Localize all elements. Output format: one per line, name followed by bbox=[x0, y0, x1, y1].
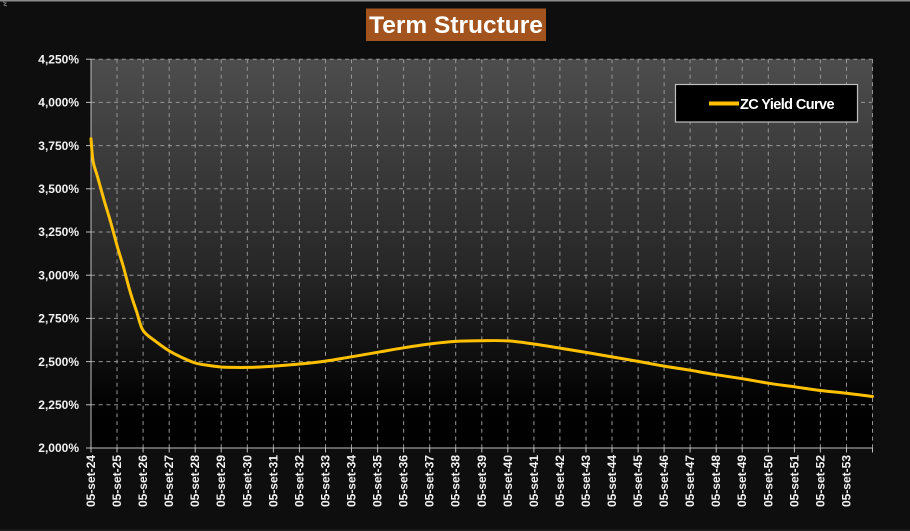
svg-text:05-set-24: 05-set-24 bbox=[84, 455, 98, 507]
svg-text:05-set-40: 05-set-40 bbox=[501, 455, 515, 507]
svg-text:05-set-25: 05-set-25 bbox=[110, 455, 124, 507]
svg-text:05-set-33: 05-set-33 bbox=[319, 455, 333, 507]
svg-text:05-set-49: 05-set-49 bbox=[735, 455, 749, 507]
svg-text:05-set-43: 05-set-43 bbox=[579, 455, 593, 507]
svg-text:Term Structure: Term Structure bbox=[369, 12, 543, 39]
svg-text:4,000%: 4,000% bbox=[38, 96, 79, 110]
svg-text:3,250%: 3,250% bbox=[38, 225, 79, 239]
svg-text:05-set-53: 05-set-53 bbox=[840, 455, 854, 507]
svg-text:2,250%: 2,250% bbox=[38, 398, 79, 412]
svg-text:05-set-47: 05-set-47 bbox=[683, 455, 697, 507]
svg-text:05-set-37: 05-set-37 bbox=[423, 455, 437, 507]
svg-text:05-set-51: 05-set-51 bbox=[787, 455, 801, 507]
svg-text:05-set-29: 05-set-29 bbox=[214, 455, 228, 507]
svg-text:3,000%: 3,000% bbox=[38, 268, 79, 282]
svg-text:05-set-52: 05-set-52 bbox=[813, 455, 827, 507]
svg-text:05-set-45: 05-set-45 bbox=[631, 455, 645, 507]
svg-text:05-set-27: 05-set-27 bbox=[162, 455, 176, 507]
svg-text:05-set-44: 05-set-44 bbox=[605, 455, 619, 507]
svg-text:05-set-34: 05-set-34 bbox=[345, 455, 359, 507]
svg-text:05-set-35: 05-set-35 bbox=[371, 455, 385, 507]
svg-text:05-set-48: 05-set-48 bbox=[709, 455, 723, 507]
svg-text:05-set-30: 05-set-30 bbox=[240, 455, 254, 507]
svg-text:05-set-41: 05-set-41 bbox=[527, 455, 541, 507]
svg-text:05-set-32: 05-set-32 bbox=[292, 455, 306, 507]
svg-text:05-set-42: 05-set-42 bbox=[553, 455, 567, 507]
svg-text:05-set-31: 05-set-31 bbox=[266, 455, 280, 507]
svg-text:05-set-46: 05-set-46 bbox=[657, 455, 671, 507]
svg-text:ZC Yield Curve: ZC Yield Curve bbox=[740, 97, 834, 113]
svg-text:05-set-50: 05-set-50 bbox=[761, 455, 775, 507]
svg-text:3,500%: 3,500% bbox=[38, 182, 79, 196]
svg-text:4,250%: 4,250% bbox=[38, 52, 79, 66]
svg-text:05-set-26: 05-set-26 bbox=[136, 455, 150, 507]
svg-text:2,500%: 2,500% bbox=[38, 355, 79, 369]
svg-text:2,000%: 2,000% bbox=[38, 441, 79, 455]
svg-text:05-set-38: 05-set-38 bbox=[449, 455, 463, 507]
svg-text:3,750%: 3,750% bbox=[38, 139, 79, 153]
svg-text:05-set-36: 05-set-36 bbox=[397, 455, 411, 507]
svg-text:05-set-39: 05-set-39 bbox=[475, 455, 489, 507]
svg-text:2,750%: 2,750% bbox=[38, 312, 79, 326]
svg-text:05-set-28: 05-set-28 bbox=[188, 455, 202, 507]
